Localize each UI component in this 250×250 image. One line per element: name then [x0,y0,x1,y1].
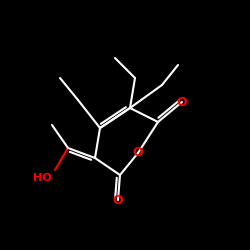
Text: HO: HO [34,173,52,183]
Text: O: O [113,194,123,206]
Text: O: O [177,96,187,108]
Text: O: O [133,146,143,160]
